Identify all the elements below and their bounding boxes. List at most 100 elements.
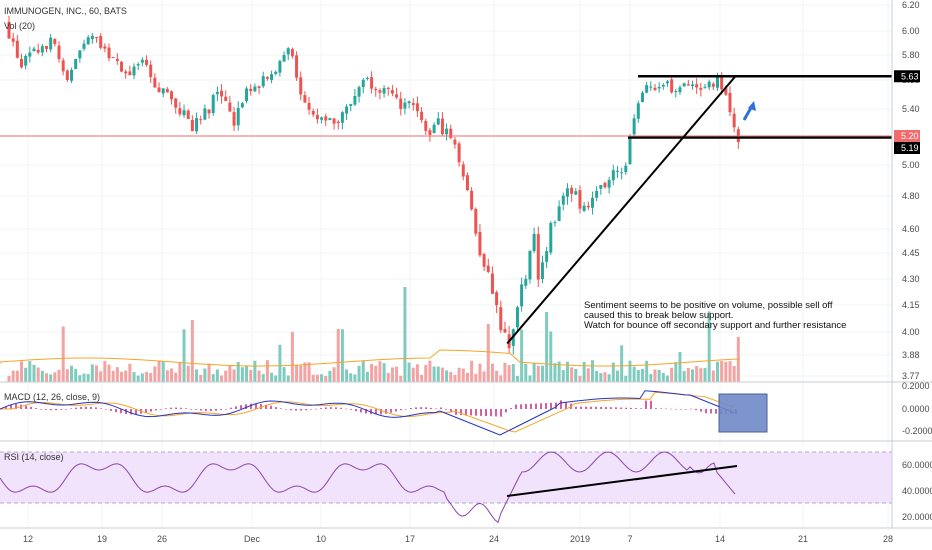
macd-histogram-bar bbox=[330, 407, 332, 409]
rsi-tick-label: 60.0000 bbox=[902, 460, 932, 470]
volume-bar bbox=[132, 372, 136, 382]
volume-bar bbox=[195, 369, 199, 382]
macd-histogram-bar bbox=[420, 407, 422, 409]
macd-histogram-bar bbox=[45, 409, 47, 410]
annotation-line-3: Watch for bounce off secondary support a… bbox=[584, 320, 846, 331]
date-tick-label: 28 bbox=[883, 534, 893, 544]
macd-histogram-bar bbox=[410, 407, 412, 409]
volume-bar bbox=[515, 375, 519, 382]
volume-bar bbox=[465, 372, 469, 382]
volume-bar bbox=[349, 373, 353, 382]
candle-body bbox=[378, 90, 382, 93]
candle-body bbox=[365, 77, 369, 79]
volume-bar bbox=[120, 372, 124, 382]
macd-histogram-bar bbox=[280, 408, 282, 409]
price-tick-label: 5.40 bbox=[902, 104, 920, 114]
macd-histogram-bar bbox=[515, 404, 517, 409]
candle-body bbox=[20, 58, 24, 68]
volume-bar bbox=[311, 374, 315, 382]
volume-bar bbox=[524, 363, 528, 382]
macd-tick-label: 0.2000 bbox=[902, 381, 930, 391]
volume-bar bbox=[582, 362, 586, 382]
volume-bar bbox=[107, 364, 111, 382]
rsi-trendline bbox=[506, 465, 738, 497]
candle-body bbox=[582, 205, 586, 211]
volume-bar bbox=[620, 345, 624, 382]
volume-bar bbox=[253, 360, 257, 382]
candle-body bbox=[611, 170, 615, 181]
volume-bar bbox=[711, 370, 715, 382]
macd-histogram-bar bbox=[520, 404, 522, 409]
volume-bar bbox=[495, 370, 499, 382]
volume-bar bbox=[461, 368, 465, 382]
volume-bar bbox=[453, 374, 457, 382]
candle-body bbox=[495, 292, 499, 306]
volume-bar bbox=[490, 363, 494, 382]
candle-body bbox=[178, 108, 182, 115]
candle-body bbox=[386, 87, 390, 89]
candle-body bbox=[520, 284, 524, 307]
volume-bar bbox=[478, 363, 482, 382]
candle-body bbox=[424, 120, 428, 131]
volume-bar bbox=[15, 370, 19, 382]
candle-body bbox=[174, 98, 178, 108]
macd-histogram-bar bbox=[90, 406, 92, 409]
volume-bar bbox=[82, 373, 86, 382]
macd-histogram-bar bbox=[235, 406, 237, 409]
macd-histogram-bar bbox=[105, 409, 107, 410]
candle-body bbox=[190, 120, 194, 132]
volume-bar bbox=[565, 361, 569, 382]
macd-histogram-bar bbox=[25, 405, 27, 409]
volume-bar bbox=[165, 370, 169, 382]
candle-body bbox=[586, 205, 590, 208]
macd-histogram-bar bbox=[500, 409, 502, 417]
candle-body bbox=[640, 92, 644, 103]
volume-bar bbox=[224, 370, 228, 382]
volume-bar bbox=[386, 373, 390, 382]
candle-body bbox=[628, 136, 632, 164]
macd-histogram-bar bbox=[390, 409, 392, 413]
macd-histogram-bar bbox=[215, 409, 217, 411]
volume-bar bbox=[57, 369, 61, 382]
candle-body bbox=[215, 91, 219, 95]
candle-body bbox=[170, 91, 174, 100]
volume-bar bbox=[382, 363, 386, 382]
volume-bar bbox=[278, 344, 282, 382]
volume-bar bbox=[411, 367, 415, 382]
candle-body bbox=[436, 118, 440, 125]
volume-bar bbox=[95, 365, 99, 382]
candle-body bbox=[724, 87, 728, 95]
candle-body bbox=[124, 71, 128, 74]
candle-body bbox=[111, 56, 115, 58]
candle-body bbox=[311, 110, 315, 115]
candle-body bbox=[411, 103, 415, 106]
macd-histogram-bar bbox=[460, 409, 462, 416]
candle-body bbox=[270, 74, 274, 81]
macd-histogram-bar bbox=[655, 408, 657, 409]
candle-body bbox=[415, 103, 419, 112]
price-tick-label: 6.20 bbox=[902, 0, 920, 10]
volume-bar bbox=[390, 367, 394, 382]
candle-body bbox=[720, 75, 724, 90]
date-tick-label: 12 bbox=[23, 534, 33, 544]
volume-bar bbox=[215, 369, 219, 382]
macd-histogram-bar bbox=[445, 409, 447, 410]
trendline-up bbox=[506, 75, 737, 345]
volume-bar bbox=[211, 374, 215, 382]
macd-histogram-bar bbox=[375, 409, 377, 415]
candle-body bbox=[728, 92, 732, 113]
macd-histogram-bar bbox=[660, 408, 662, 409]
volume-bar bbox=[182, 329, 186, 382]
candle-body bbox=[53, 39, 57, 45]
macd-histogram-bar bbox=[430, 407, 432, 409]
volume-bar bbox=[186, 365, 190, 382]
macd-histogram-bar bbox=[195, 409, 197, 410]
volume-bar bbox=[699, 368, 703, 382]
volume-bar bbox=[370, 363, 374, 382]
date-tick-label: 17 bbox=[405, 534, 415, 544]
candle-body bbox=[153, 77, 157, 88]
volume-bar bbox=[457, 367, 461, 382]
candle-body bbox=[353, 96, 357, 105]
price-label-text: 5.63 bbox=[901, 71, 919, 81]
macd-histogram-bar bbox=[690, 408, 692, 410]
